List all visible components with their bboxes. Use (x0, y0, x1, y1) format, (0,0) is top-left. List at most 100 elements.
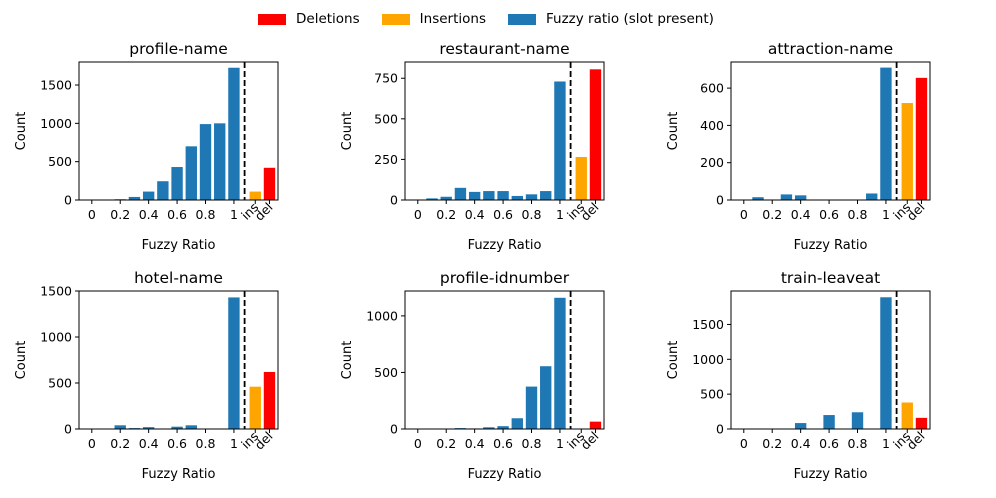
chart-profile-name-xtick-label-0.2: 0.2 (110, 207, 130, 222)
chart-attraction-name-bar-fuzzy-0.3 (780, 194, 793, 200)
legend-item-insertions: Insertions (381, 11, 486, 27)
chart-profile-idnumber-bar-fuzzy-0.8 (525, 386, 538, 429)
chart-profile-idnumber-ytick-label-0: 0 (390, 422, 398, 437)
chart-restaurant-name-bar-deletions (589, 69, 602, 201)
chart-profile-idnumber-axes-frame (404, 290, 605, 430)
legend-swatch-fuzzy (507, 13, 536, 25)
chart-profile-idnumber-bar-fuzzy-0.9 (540, 366, 552, 429)
chart-attraction-name-bar-fuzzy-1 (880, 67, 892, 200)
chart-hotel-name-ytick-label-1500: 1500 (40, 284, 72, 299)
chart-profile-name-ytick-label-0: 0 (64, 193, 72, 208)
chart-hotel-name-ytick-label-500: 500 (48, 376, 72, 391)
chart-hotel-name-xtick-label-0.8: 0.8 (196, 436, 216, 451)
chart-hotel-name-xtick-label-1: 1 (230, 436, 238, 451)
legend-label-deletions: Deletions (296, 11, 360, 27)
chart-attraction-name-xtick-label-0.4: 0.4 (791, 207, 811, 222)
chart-profile-name-title: profile-name (129, 40, 228, 58)
chart-profile-name-xtick-label-1: 1 (230, 207, 238, 222)
chart-attraction-name-bar-fuzzy-0.4 (794, 195, 807, 200)
chart-profile-name-bar-fuzzy-0.4 (142, 191, 155, 200)
legend: Deletions Insertions Fuzzy ratio (slot p… (258, 9, 736, 29)
chart-restaurant-name-bar-fuzzy-0.1 (426, 198, 438, 200)
chart-profile-idnumber-bar-fuzzy-1 (554, 297, 566, 429)
chart-train-leaveat-title: train-leaveat (781, 269, 880, 287)
chart-profile-name-bar-fuzzy-0.9 (214, 123, 226, 200)
chart-hotel-name-bar-fuzzy-0.2 (114, 425, 126, 429)
chart-profile-name-bar-fuzzy-0.3 (128, 196, 141, 200)
legend-item-fuzzy: Fuzzy ratio (slot present) (507, 11, 714, 27)
legend-item-deletions: Deletions (258, 11, 360, 27)
chart-profile-name-ytick-label-500: 500 (48, 154, 72, 169)
chart-attraction-name-xtick-label-0.2: 0.2 (762, 207, 782, 222)
chart-attraction-name-bar-insertions (901, 103, 913, 200)
legend-swatch-insertions (381, 13, 410, 25)
chart-profile-name-bar-deletions (263, 167, 276, 200)
chart-profile-name-xtick-label-0.8: 0.8 (196, 207, 216, 222)
chart-hotel-name-bar-fuzzy-0.4 (142, 427, 155, 429)
chart-restaurant-name-bar-fuzzy-0.9 (540, 191, 552, 200)
chart-profile-name-bar-insertions (249, 191, 261, 200)
chart-train-leaveat-ytick-label-1500: 1500 (692, 317, 724, 332)
chart-hotel-name-xtick-label-0.6: 0.6 (167, 436, 187, 451)
chart-profile-name-xtick-label-0: 0 (88, 207, 96, 222)
chart-restaurant-name-xtick-label-0.8: 0.8 (522, 207, 542, 222)
chart-restaurant-name-ylabel: Count (340, 112, 355, 151)
chart-profile-name-xlabel: Fuzzy Ratio (142, 238, 216, 253)
chart-restaurant-name-ytick-label-500: 500 (374, 111, 398, 126)
chart-train-leaveat-xtick-label-0: 0 (740, 436, 748, 451)
chart-restaurant-name-bar-fuzzy-0.4 (468, 191, 481, 200)
chart-profile-name-xtick-label-0.6: 0.6 (167, 207, 187, 222)
chart-hotel-name-xtick-label-0: 0 (88, 436, 96, 451)
chart-train-leaveat-xtick-label-0.6: 0.6 (819, 436, 839, 451)
chart-profile-idnumber-bar-fuzzy-0.6 (497, 426, 509, 429)
chart-train-leaveat-axes-frame (730, 290, 931, 430)
chart-hotel-name-ytick-label-1000: 1000 (40, 330, 72, 345)
chart-attraction-name-axes-frame (730, 61, 931, 201)
chart-train-leaveat-ytick-label-0: 0 (716, 422, 724, 437)
chart-restaurant-name-bar-fuzzy-0.8 (525, 194, 538, 200)
chart-hotel-name-axes-frame (78, 290, 279, 430)
chart-profile-idnumber-ylabel: Count (340, 341, 355, 380)
chart-train-leaveat-ytick-label-1000: 1000 (692, 352, 724, 367)
chart-attraction-name-bar-deletions (915, 77, 928, 200)
chart-train-leaveat-bar-fuzzy-0.6 (823, 415, 835, 429)
chart-profile-idnumber-ytick-label-500: 500 (374, 365, 398, 380)
chart-train-leaveat-xtick-label-0.4: 0.4 (791, 436, 811, 451)
chart-attraction-name-xtick-label-0.6: 0.6 (819, 207, 839, 222)
chart-restaurant-name-xtick-label-0.6: 0.6 (493, 207, 513, 222)
chart-restaurant-name-bar-fuzzy-0.2 (440, 196, 452, 200)
chart-profile-name-bar-fuzzy-0.7 (185, 146, 197, 200)
chart-restaurant-name-xtick-label-1: 1 (556, 207, 564, 222)
chart-profile-name-ytick-label-1500: 1500 (40, 78, 72, 93)
chart-attraction-name-bar-fuzzy-0.9 (866, 193, 878, 200)
chart-restaurant-name-bar-fuzzy-0.6 (497, 191, 509, 200)
chart-restaurant-name-bar-fuzzy-0.7 (511, 195, 523, 200)
chart-attraction-name-ylabel: Count (666, 112, 681, 151)
chart-restaurant-name-xtick-label-0: 0 (414, 207, 422, 222)
chart-train-leaveat-bar-fuzzy-0.8 (851, 412, 864, 429)
legend-label-insertions: Insertions (419, 11, 486, 27)
chart-train-leaveat-ytick-label-500: 500 (700, 387, 724, 402)
chart-profile-idnumber-xtick-label-0.6: 0.6 (493, 436, 513, 451)
chart-train-leaveat-xtick-label-1: 1 (882, 436, 890, 451)
chart-hotel-name-ytick-label-0: 0 (64, 422, 72, 437)
chart-attraction-name-xtick-label-0.8: 0.8 (848, 207, 868, 222)
chart-attraction-name-bar-fuzzy-0.1 (752, 197, 764, 200)
chart-profile-name-ylabel: Count (14, 112, 29, 151)
chart-profile-name-bar-fuzzy-0.6 (171, 167, 183, 200)
legend-label-fuzzy: Fuzzy ratio (slot present) (545, 11, 714, 27)
chart-restaurant-name-title: restaurant-name (439, 40, 569, 58)
chart-hotel-name-xtick-label-0.2: 0.2 (110, 436, 130, 451)
chart-profile-name-bar-fuzzy-0.5 (157, 181, 169, 200)
chart-profile-idnumber-xtick-label-0: 0 (414, 436, 422, 451)
chart-hotel-name-bar-deletions (263, 371, 276, 429)
chart-train-leaveat-bar-fuzzy-0.4 (794, 423, 807, 429)
chart-restaurant-name-bar-insertions (575, 156, 587, 200)
chart-profile-idnumber-title: profile-idnumber (440, 269, 570, 287)
chart-train-leaveat-xtick-label-0.2: 0.2 (762, 436, 782, 451)
chart-attraction-name-ytick-label-200: 200 (700, 155, 724, 170)
chart-restaurant-name-bar-fuzzy-1 (554, 81, 566, 200)
chart-profile-idnumber-bar-fuzzy-0.7 (511, 418, 523, 429)
chart-profile-name-xtick-label-0.4: 0.4 (139, 207, 159, 222)
